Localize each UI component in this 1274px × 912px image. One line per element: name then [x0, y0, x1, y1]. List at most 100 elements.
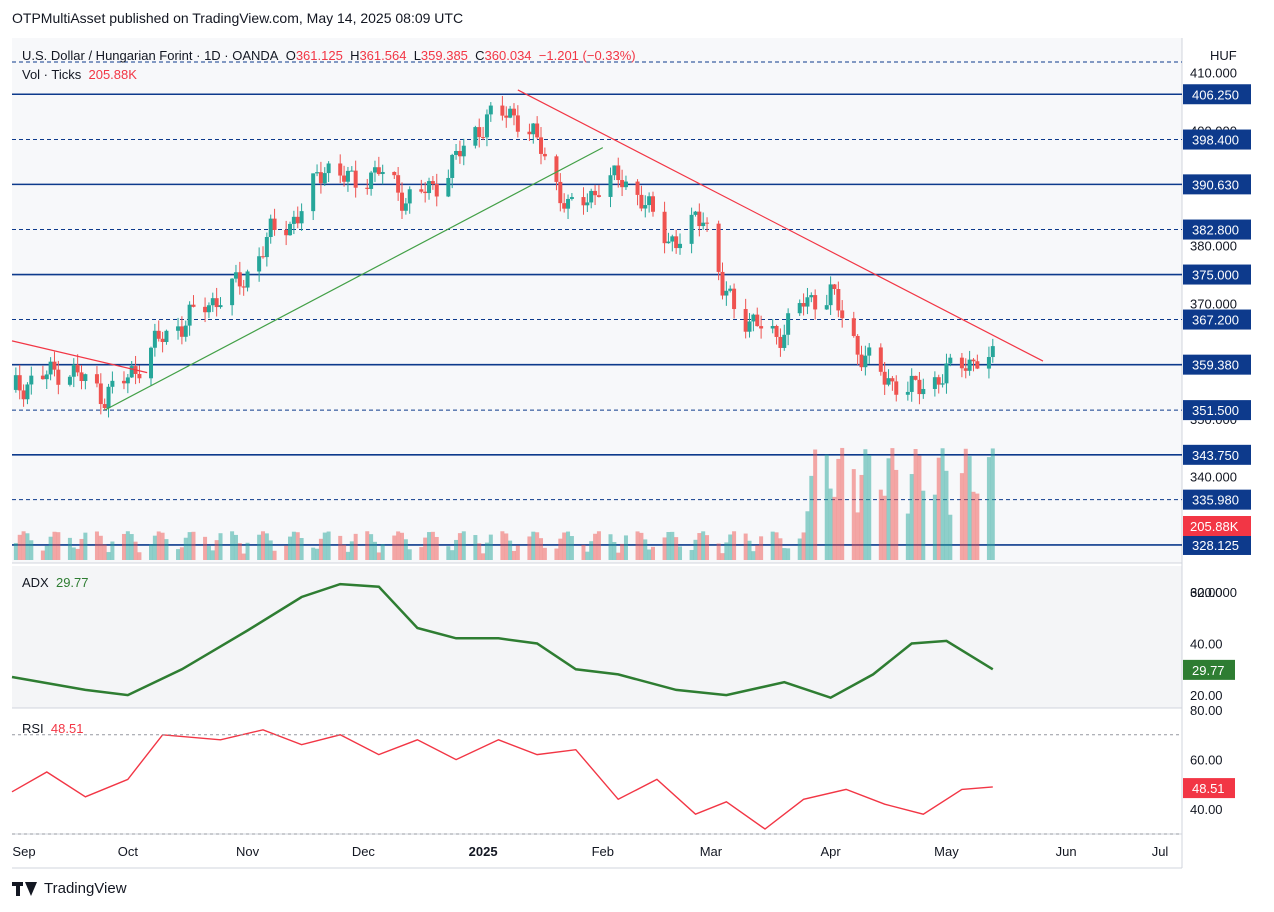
- volume-bar: [376, 552, 381, 560]
- volume-label[interactable]: Vol · Ticks: [22, 67, 82, 82]
- candle-body: [129, 366, 134, 378]
- price-tick-label: 340.000: [1190, 469, 1237, 484]
- volume-bar: [434, 536, 439, 560]
- level-price-label: 351.500: [1192, 403, 1239, 418]
- volume-bar: [106, 552, 111, 560]
- candle-body: [515, 115, 520, 132]
- candle-body: [52, 361, 57, 370]
- volume-bars: [13, 447, 995, 560]
- volume-bar: [786, 548, 791, 560]
- candle-body: [747, 321, 752, 332]
- volume-bar: [272, 550, 277, 560]
- candle-body: [160, 338, 165, 342]
- candle-body: [17, 375, 22, 391]
- volume-bar: [913, 449, 918, 560]
- volume-bar: [724, 542, 729, 560]
- volume-bar: [25, 533, 30, 560]
- volume-bar: [585, 551, 590, 560]
- candle-body: [299, 211, 304, 224]
- candle-body: [724, 290, 729, 296]
- rsi-label[interactable]: RSI: [22, 721, 44, 736]
- trendlines[interactable]: [11, 89, 1044, 411]
- volume-bar: [639, 532, 644, 560]
- symbol-name[interactable]: U.S. Dollar / Hungarian Forint · 1D · OA…: [22, 48, 279, 63]
- adx-label[interactable]: ADX: [22, 575, 49, 590]
- candle-body: [400, 192, 404, 211]
- candle-body: [264, 236, 269, 258]
- time-tick-label: Nov: [236, 844, 260, 859]
- candle-body: [484, 114, 489, 138]
- volume-bar: [805, 511, 810, 560]
- level-price-label: 335.980: [1192, 493, 1239, 508]
- volume-bar: [392, 535, 397, 560]
- volume-bar: [701, 531, 706, 560]
- volume-bar: [284, 545, 289, 560]
- volume-bar: [608, 534, 613, 560]
- volume-bar: [71, 547, 76, 560]
- volume-bar: [581, 544, 586, 560]
- rsi-value: 48.51: [50, 721, 84, 736]
- level-price-badge: [1183, 400, 1251, 421]
- candle-body: [689, 214, 694, 244]
- candle-body: [434, 184, 439, 197]
- volume-bar: [133, 541, 138, 560]
- volume-bar: [75, 548, 80, 560]
- tradingview-logo-icon: [12, 881, 38, 896]
- volume-bar: [430, 531, 435, 560]
- volume-bar: [809, 475, 814, 560]
- level-price-badge: [1183, 489, 1251, 510]
- volume-bar: [986, 457, 991, 560]
- volume-bar: [693, 539, 698, 560]
- volume-bar: [79, 538, 84, 560]
- candle-body: [894, 381, 899, 395]
- candle-body: [986, 357, 991, 369]
- time-tick-label: Sep: [12, 844, 35, 859]
- volume-bar: [13, 542, 18, 560]
- volume-bar: [755, 545, 760, 560]
- candle-body: [770, 325, 775, 329]
- candle-body: [500, 105, 505, 116]
- candle-body: [511, 108, 516, 116]
- candle-body: [558, 181, 563, 204]
- volume-bar: [531, 531, 536, 560]
- volume-bar: [855, 512, 860, 560]
- candle-body: [612, 165, 617, 176]
- volume-bar: [322, 532, 327, 560]
- candle-body: [535, 123, 540, 138]
- volume-bar: [129, 534, 134, 560]
- volume-bar: [527, 536, 532, 560]
- volume-bar: [878, 489, 883, 560]
- candle-body: [666, 241, 671, 244]
- volume-bar: [268, 540, 273, 560]
- candle-body: [650, 196, 655, 212]
- volume-bar: [948, 514, 953, 560]
- volume-bar: [562, 532, 567, 560]
- candle-body: [917, 379, 922, 395]
- volume-bar: [260, 531, 265, 560]
- candle-body: [125, 377, 130, 384]
- candle-body: [778, 336, 783, 348]
- candle-body: [693, 211, 698, 215]
- candle-body: [342, 175, 347, 182]
- candle-body: [705, 222, 710, 224]
- volume-bar: [500, 531, 505, 560]
- time-axis[interactable]: Sep Oct Nov Dec 2025 Feb Mar Apr May Jun Jul: [12, 844, 1168, 859]
- candle-body: [932, 377, 937, 389]
- volume-bar: [778, 538, 783, 560]
- volume-bar: [295, 532, 300, 560]
- candle-body: [457, 150, 462, 157]
- candle-body: [203, 306, 208, 313]
- price-axis[interactable]: HUF410.000400.000380.000370.000350.00034…: [1183, 48, 1251, 817]
- rsi-pane: [11, 729, 1182, 835]
- volume-bar: [21, 531, 26, 560]
- tradingview-logo[interactable]: TradingView: [12, 880, 127, 897]
- volume-bar: [971, 491, 976, 560]
- volume-bar: [461, 531, 466, 560]
- volume-bar: [245, 542, 250, 560]
- rsi-badge-label: 48.51: [1192, 781, 1225, 796]
- candle-body: [233, 272, 238, 279]
- level-price-badge: [1183, 444, 1251, 465]
- volume-bar: [380, 544, 385, 560]
- candle-body: [230, 278, 235, 306]
